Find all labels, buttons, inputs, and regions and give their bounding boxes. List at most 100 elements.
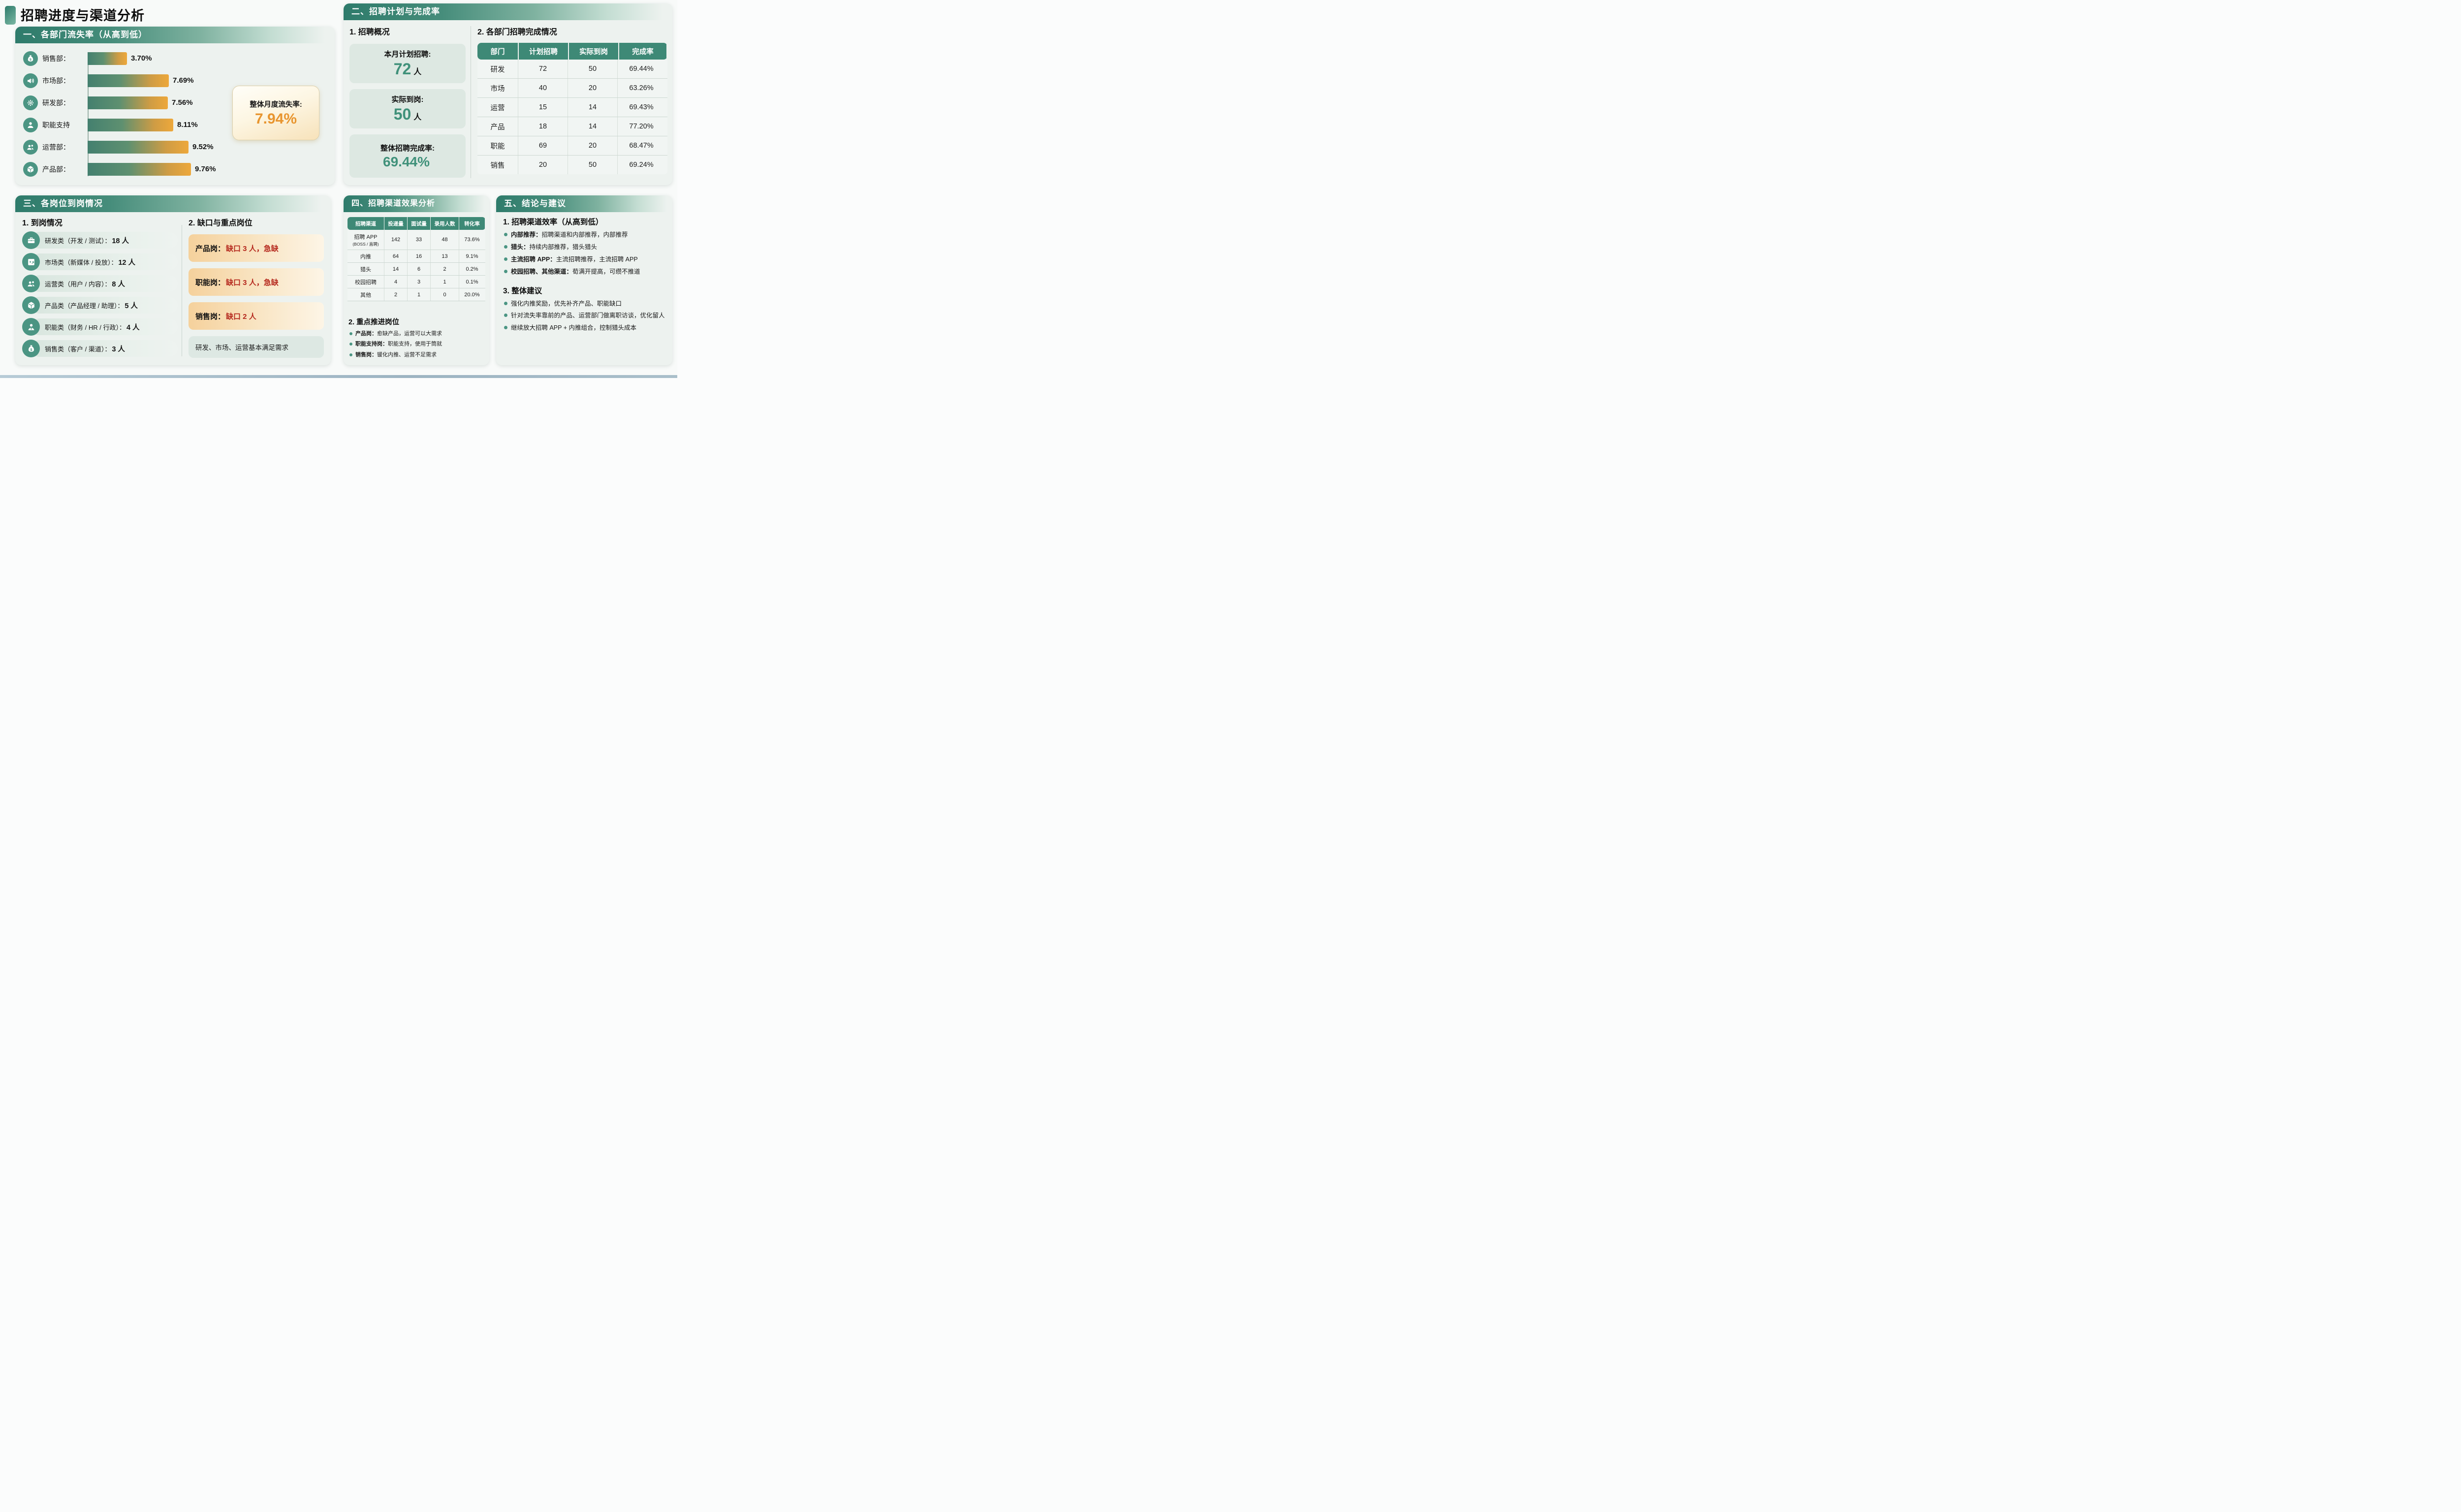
stat-label: 实际到岗: — [391, 95, 424, 104]
table-row: 内推 64 16 13 9.1% — [347, 250, 485, 263]
bullet-dot-icon — [504, 245, 507, 249]
list-item: 职能类（财务 / HR / 行政）： 4 人 — [22, 317, 178, 336]
efficiency-heading: 1. 招聘渠道效率（从高到低） — [503, 218, 603, 226]
svg-text:$: $ — [30, 347, 32, 351]
cell-channel: 其他 — [347, 288, 384, 301]
cell-rate: 69.44% — [629, 65, 654, 73]
bullet-label: 校园招聘、其他渠道： — [511, 268, 573, 275]
list-item: 运营类（用户 / 内容）： 8 人 — [22, 274, 178, 293]
attrition-bar — [88, 118, 173, 131]
overview-heading: 1. 招聘概况 — [349, 28, 390, 36]
overall-advice-heading: 3. 整体建议 — [503, 286, 542, 295]
dept-completion-table: 部门 计划招聘 实际到岗 完成率 研发 72 50 69.44% 市场 40 — [477, 43, 667, 174]
stat-card-arrived: 实际到岗: 50 人 — [349, 89, 466, 128]
cell-arrived: 20 — [568, 79, 618, 97]
overall-attrition-label: 整体月度流失率: — [250, 100, 302, 109]
attrition-value: 8.11% — [177, 121, 198, 129]
pill-background — [31, 275, 178, 292]
bullet-item: 销售岗：锾化内推、运营不足需求 — [348, 351, 486, 358]
marketing-board-icon — [22, 253, 40, 271]
table-row: 其他 2 1 0 20.0% — [347, 288, 485, 301]
attrition-row-operations: 运营部： 9.52% — [15, 136, 335, 158]
bullet-item: 内部推荐：招聘渠道和内部推荐，内部推荐 — [503, 231, 666, 239]
cell-rate: 63.26% — [629, 84, 654, 92]
attrition-bar — [88, 96, 168, 109]
table-row: 产品 18 14 77.20% — [477, 117, 667, 136]
table-body: 研发 72 50 69.44% 市场 40 20 63.26% 运营 15 — [477, 60, 667, 174]
channel-table: 招聘渠道 投递量 面试量 录用人数 转化率 招聘 APP (BOSS / 直聘) … — [347, 217, 485, 301]
pill-background — [31, 232, 178, 249]
cell-dept: 产品 — [477, 117, 518, 136]
attrition-value: 7.69% — [173, 76, 194, 85]
item-count: 12 人 — [118, 258, 136, 267]
stat-unit: 人 — [413, 113, 422, 122]
channel-name: 校园招聘 — [355, 279, 377, 285]
stat-value: 72 人 — [394, 60, 422, 78]
attrition-value: 7.56% — [172, 98, 193, 107]
cell-planned: 15 — [518, 98, 568, 117]
table-row: 运营 15 14 69.43% — [477, 98, 667, 117]
item-text: 运营类（用户 / 内容）： 8 人 — [45, 274, 125, 293]
bullet-item: 主流招聘 APP：主流招聘推荐，主流招聘 APP — [503, 255, 666, 264]
panel-attrition: 一、各部门流失率（从高到低） $ 销售部： 3.70% 市场部： 7.69% 研… — [15, 27, 335, 185]
panel-positions-header: 三、各岗位到岗情况 — [15, 195, 331, 212]
cell-planned: 18 — [518, 117, 568, 136]
conclusions-body: 1. 招聘渠道效率（从高到低） 内部推荐：招聘渠道和内部推荐，内部推荐 猎头：持… — [503, 216, 666, 332]
cell-channel: 校园招聘 — [347, 276, 384, 288]
focus-positions: 2. 重点推进岗位 产品岗：愈缺产品，运营可以大需求 职能支持岗：职能支持，使用… — [348, 316, 486, 358]
attrition-row-sales: $ 销售部： 3.70% — [15, 47, 335, 69]
stat-value: 50 人 — [394, 105, 422, 124]
table-row: 招聘 APP (BOSS / 直聘) 142 33 48 73.6% — [347, 230, 485, 250]
gap-card-support: 职能岗： 缺口 3 人，急缺 — [189, 268, 324, 296]
cell-planned: 72 — [518, 60, 568, 78]
dept-heading: 2. 各部门招聘完成情况 — [477, 28, 557, 36]
bar-chart-axis — [88, 52, 89, 176]
cell-dept: 销售 — [477, 156, 518, 174]
stat-unit: 人 — [413, 68, 422, 76]
cell-dept: 运营 — [477, 98, 518, 117]
stat-number: 50 — [393, 105, 411, 123]
cell-arrived: 14 — [568, 117, 618, 136]
cell-hires: 13 — [431, 250, 459, 262]
bullet-text: 主流招聘推荐，主流招聘 APP — [556, 255, 638, 263]
channel-name: 内推 — [360, 253, 371, 260]
table-row: 销售 20 50 69.24% — [477, 156, 667, 174]
bullet-label: 销售岗： — [355, 351, 377, 358]
cell-applications: 142 — [384, 230, 408, 250]
cell-dept: 研发 — [477, 60, 518, 78]
bullet-item: 产品岗：愈缺产品，运营可以大需求 — [348, 330, 486, 337]
gaps-section: 2. 缺口与重点岗位 产品岗： 缺口 3 人，急缺 职能岗： 缺口 3 人，急缺… — [189, 216, 324, 358]
gap-value: 缺口 3 人，急缺 — [226, 244, 279, 253]
bullet-text: 荀满开提高，可缵不推道 — [572, 268, 640, 275]
bullet-text: 职能支持，使用于筒就 — [388, 341, 442, 347]
cell-arrived: 20 — [568, 136, 618, 155]
item-label: 产品类（产品经理 / 助理）： — [45, 302, 124, 310]
users-icon — [22, 275, 40, 292]
cell-channel: 猎头 — [347, 263, 384, 275]
cell-arrived: 50 — [568, 156, 618, 174]
stat-number: 69.44% — [383, 154, 430, 169]
table-row: 研发 72 50 69.44% — [477, 60, 667, 79]
svg-text:$: $ — [30, 58, 32, 62]
cell-conversion: 9.1% — [466, 253, 478, 259]
money-bag-icon: $ — [23, 51, 38, 66]
panel-plan-header: 二、招聘计划与完成率 — [344, 3, 672, 20]
cell-applications: 14 — [384, 263, 408, 275]
bullet-dot-icon — [349, 353, 352, 356]
cell-dept: 职能 — [477, 136, 518, 155]
bullet-label: 猎头： — [511, 243, 530, 251]
gap-label: 销售岗： — [195, 312, 225, 321]
bullet-dot-icon — [349, 332, 352, 335]
dashboard-canvas: 招聘进度与渠道分析 一、各部门流失率（从高到低） $ 销售部： 3.70% 市场… — [0, 0, 677, 378]
column-header: 招聘渠道 — [347, 217, 384, 230]
panel-plan: 二、招聘计划与完成率 1. 招聘概况 本月计划招聘: 72 人 实际到岗: 50 人… — [344, 3, 672, 185]
bullet-item: 强化内推奖励，优先补齐产品、职能缺口 — [503, 300, 666, 308]
table-row: 校园招聘 4 3 1 0.1% — [347, 276, 485, 288]
cell-planned: 20 — [518, 156, 568, 174]
briefcase-icon — [22, 231, 40, 249]
page-title: 招聘进度与渠道分析 — [21, 8, 145, 23]
item-text: 研发类（开发 / 测试）： 18 人 — [45, 231, 129, 250]
dept-completion: 2. 各部门招聘完成情况 部门 计划招聘 实际到岗 完成率 研发 72 50 6… — [477, 25, 667, 174]
attrition-row-support: 职能支持 8.11% — [15, 114, 335, 136]
stat-number: 72 — [393, 60, 411, 78]
